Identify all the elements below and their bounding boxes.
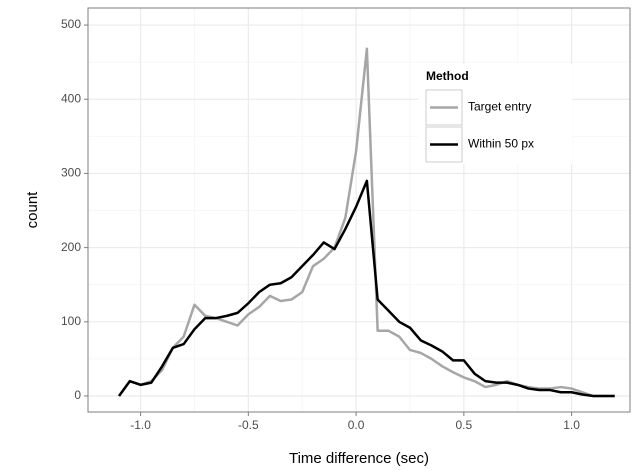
x-axis-title: Time difference (sec) [289,450,429,467]
series-line [118,47,615,398]
y-tick-label: 400 [61,91,81,105]
y-tick-label: 500 [61,17,81,31]
x-tick-label: 1.0 [563,418,580,432]
series-line [118,179,615,398]
x-tick-label: -1.0 [130,418,151,432]
lines [118,47,615,398]
x-tick-label: 0.5 [456,418,473,432]
legend-label: Within 50 px [468,137,534,151]
y-tick-label: 100 [61,314,81,328]
y-tick-label: 0 [74,388,81,402]
axes: 0 100 200 300 400 500 -1.0 -0.5 0.0 0.5 1.0 [61,17,580,432]
legend: Method Target entry Within 50 px [418,64,572,164]
x-tick-label: 0.0 [348,418,365,432]
y-tick-label: 300 [61,166,81,180]
panel-border [87,7,631,413]
legend-label: Target entry [468,100,531,114]
y-tick-label: 200 [61,240,81,254]
legend-title: Method [426,69,469,83]
y-axis-title: count [24,191,41,229]
x-tick-label: -0.5 [238,418,259,432]
